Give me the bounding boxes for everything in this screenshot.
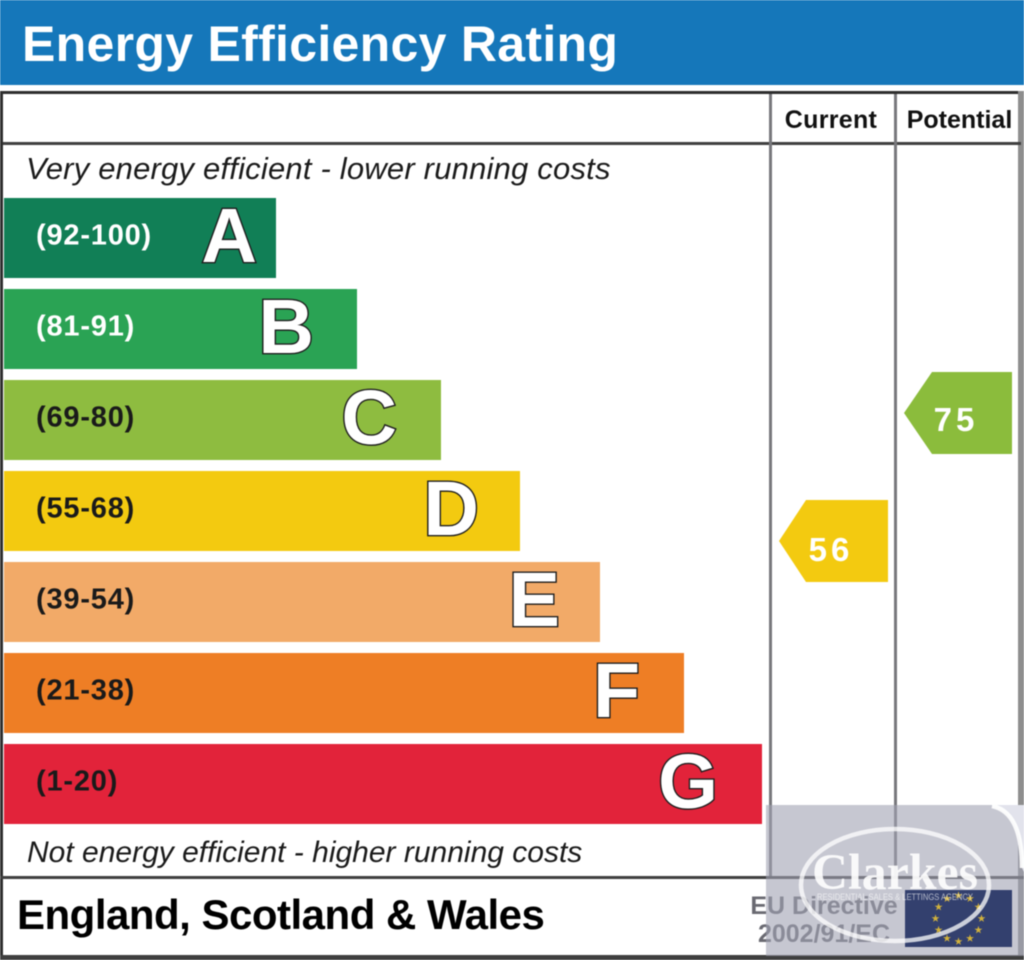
svg-text:56: 56: [809, 531, 854, 568]
svg-text:Clarkes: Clarkes: [812, 845, 978, 901]
svg-text:RESIDENTIAL SALES & LETTINGS A: RESIDENTIAL SALES & LETTINGS AGENCY: [817, 892, 973, 902]
svg-text:75: 75: [934, 401, 979, 438]
